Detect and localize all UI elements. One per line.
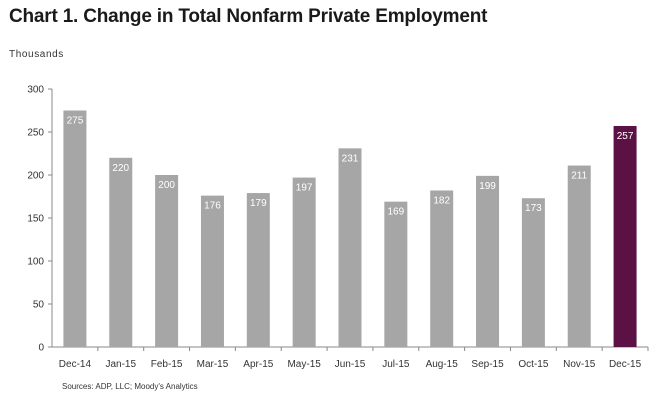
bar-dec-15 <box>613 125 637 347</box>
y-tick-label: 50 <box>33 300 45 311</box>
y-tick-label: 0 <box>38 343 44 354</box>
bar-may-15 <box>292 177 316 347</box>
data-label: 179 <box>250 198 267 209</box>
x-tick-label: Nov-15 <box>563 359 596 370</box>
bar-jan-15 <box>109 157 133 347</box>
bar-jul-15 <box>384 201 408 347</box>
y-tick-label: 250 <box>27 128 44 139</box>
x-tick-label: Oct-15 <box>518 359 548 370</box>
x-tick-label: Jul-15 <box>382 359 410 370</box>
data-label: 176 <box>204 201 221 212</box>
bar-nov-15 <box>567 165 591 347</box>
bar-dec-14 <box>63 110 87 347</box>
y-tick-label: 300 <box>27 85 44 96</box>
bar-oct-15 <box>521 198 545 347</box>
x-tick-label: Dec-15 <box>609 359 642 370</box>
data-label: 200 <box>158 180 175 191</box>
bar-mar-15 <box>200 195 224 347</box>
x-tick-label: May-15 <box>287 359 321 370</box>
y-tick-label: 200 <box>27 171 44 182</box>
x-tick-label: Apr-15 <box>243 359 273 370</box>
bar-jun-15 <box>338 148 362 347</box>
bar-sep-15 <box>476 175 500 347</box>
data-label: 275 <box>67 116 84 127</box>
bar-feb-15 <box>155 175 179 347</box>
data-label: 173 <box>525 203 542 214</box>
y-tick-label: 150 <box>27 214 44 225</box>
data-label: 211 <box>571 171 587 182</box>
x-tick-label: Dec-14 <box>59 359 92 370</box>
y-axis-unit-label: Thousands <box>9 49 64 60</box>
x-tick-label: Feb-15 <box>151 359 183 370</box>
data-label: 197 <box>296 183 313 194</box>
x-tick-label: Jan-15 <box>105 359 136 370</box>
bar-apr-15 <box>246 193 270 347</box>
x-tick-label: Aug-15 <box>426 359 459 370</box>
data-label: 257 <box>617 131 634 142</box>
x-tick-label: Jun-15 <box>335 359 366 370</box>
data-label: 182 <box>433 195 450 206</box>
y-tick-label: 100 <box>27 257 44 268</box>
x-tick-label: Mar-15 <box>197 359 229 370</box>
chart-title: Chart 1. Change in Total Nonfarm Private… <box>9 6 488 27</box>
data-label: 220 <box>112 163 129 174</box>
source-note: Sources: ADP, LLC; Moody's Analytics <box>62 382 198 391</box>
x-tick-label: Sep-15 <box>471 359 504 370</box>
data-label: 231 <box>342 153 359 164</box>
bar-aug-15 <box>430 190 454 347</box>
data-label: 199 <box>479 181 496 192</box>
data-label: 169 <box>388 207 405 218</box>
